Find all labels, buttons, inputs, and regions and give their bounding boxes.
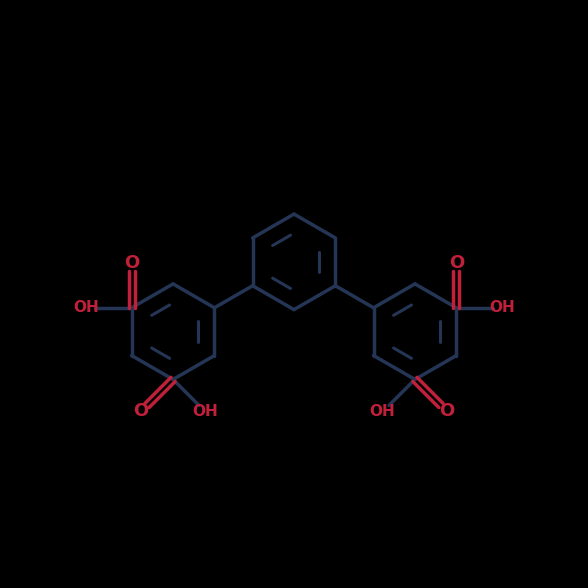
Text: OH: OH bbox=[193, 405, 218, 419]
Text: O: O bbox=[449, 254, 464, 272]
Text: OH: OH bbox=[370, 405, 395, 419]
Text: OH: OH bbox=[73, 300, 99, 315]
Text: OH: OH bbox=[489, 300, 515, 315]
Text: O: O bbox=[133, 402, 149, 420]
Text: O: O bbox=[124, 254, 139, 272]
Text: O: O bbox=[439, 402, 455, 420]
